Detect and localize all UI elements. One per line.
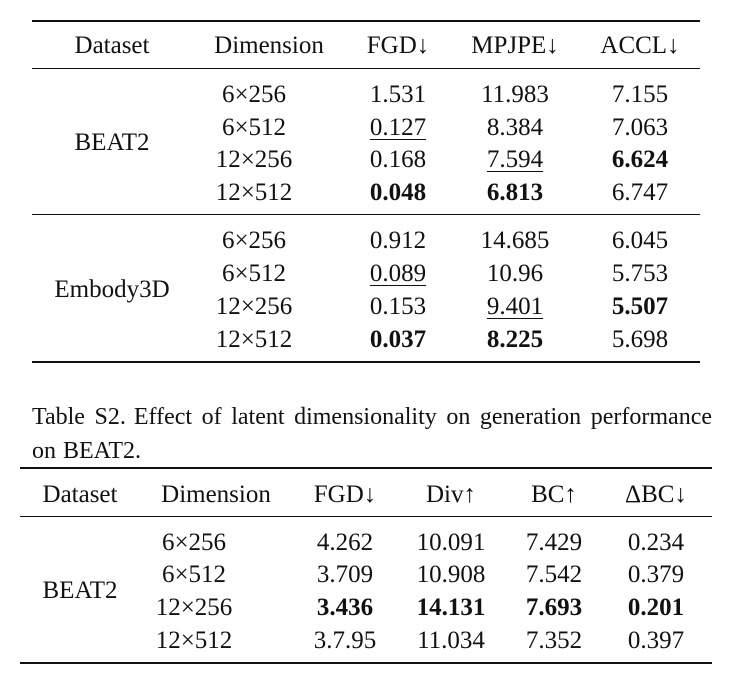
header-mpjpe: MPJPE↓ — [471, 32, 559, 59]
dataset-label: BEAT2 — [74, 129, 150, 156]
accl-cell: 6.747 — [611, 179, 669, 206]
div-cell: 10.091 — [416, 529, 486, 556]
header-dimension: Dimension — [161, 481, 271, 508]
fgd-cell: 3.709 — [316, 561, 374, 588]
caption-text: Effect of latent dimensionality on gener… — [32, 404, 712, 464]
mpjpe-cell: 14.685 — [480, 227, 550, 254]
accl-cell: 5.753 — [611, 260, 669, 287]
fgd-cell: 0.153 — [369, 293, 427, 320]
fgd-cell: 0.912 — [369, 227, 427, 254]
dimension-cell: 12×512 — [155, 627, 233, 654]
fgd-cell: 0.168 — [369, 146, 427, 173]
dataset-label: Embody3D — [54, 276, 170, 303]
fgd-cell-best: 0.048 — [369, 179, 427, 206]
accl-cell: 7.063 — [611, 114, 669, 141]
header-bc: BC↑ — [531, 481, 577, 508]
header-dataset: Dataset — [74, 32, 150, 59]
mpjpe-cell-second-best: 7.594 — [486, 146, 544, 173]
accl-cell-best: 5.507 — [611, 293, 669, 320]
delta-bc-cell: 0.397 — [627, 627, 685, 654]
dimension-cell: 12×512 — [215, 179, 293, 206]
mpjpe-cell-best: 8.225 — [486, 326, 544, 353]
top-rule — [32, 20, 700, 22]
header-fgd: FGD↓ — [366, 32, 430, 59]
fgd-cell-second-best: 0.127 — [369, 114, 427, 141]
bottom-rule — [32, 361, 700, 363]
delta-bc-cell-best: 0.201 — [627, 594, 685, 621]
div-cell: 10.908 — [416, 561, 486, 588]
caption-label: Table S2. — [32, 404, 126, 430]
mpjpe-cell: 11.983 — [481, 81, 549, 108]
dataset-label: BEAT2 — [42, 577, 118, 604]
fgd-cell: 3.7.95 — [313, 627, 377, 654]
header-fgd: FGD↓ — [313, 481, 377, 508]
mpjpe-cell: 8.384 — [486, 114, 544, 141]
div-cell: 11.034 — [417, 627, 485, 654]
header-dataset: Dataset — [42, 481, 118, 508]
bc-cell: 7.352 — [525, 627, 583, 654]
table-caption: Table S2. Effect of latent dimensionality… — [32, 400, 712, 468]
bottom-rule — [20, 662, 712, 664]
mpjpe-cell-second-best: 9.401 — [486, 293, 544, 320]
header-div: Div↑ — [426, 481, 476, 508]
fgd-cell: 1.531 — [369, 81, 427, 108]
delta-bc-cell: 0.234 — [627, 529, 685, 556]
div-cell-best: 14.131 — [416, 594, 486, 621]
dimension-cell: 6×512 — [221, 260, 287, 287]
group-rule — [32, 214, 700, 215]
fgd-cell-best: 0.037 — [369, 326, 427, 353]
mpjpe-cell: 10.96 — [486, 260, 544, 287]
dimension-cell: 12×256 — [155, 594, 233, 621]
dimension-cell: 6×512 — [161, 561, 227, 588]
dimension-cell: 6×256 — [221, 81, 287, 108]
fgd-cell-best: 3.436 — [316, 594, 374, 621]
accl-cell: 7.155 — [611, 81, 669, 108]
dimension-cell: 12×256 — [215, 293, 293, 320]
accl-cell-best: 6.624 — [611, 146, 669, 173]
bc-cell: 7.429 — [525, 529, 583, 556]
header-delta-bc: ΔBC↓ — [625, 481, 687, 508]
dimension-cell: 12×512 — [215, 326, 293, 353]
header-dimension: Dimension — [214, 32, 324, 59]
dimension-cell: 6×256 — [221, 227, 287, 254]
bc-cell: 7.542 — [525, 561, 583, 588]
header-accl: ACCL↓ — [600, 32, 680, 59]
dimension-cell: 6×256 — [161, 529, 227, 556]
top-rule — [20, 467, 712, 469]
fgd-cell: 4.262 — [316, 529, 374, 556]
dimension-cell: 6×512 — [221, 114, 287, 141]
accl-cell: 6.045 — [611, 227, 669, 254]
accl-cell: 5.698 — [611, 326, 669, 353]
bc-cell-best: 7.693 — [525, 594, 583, 621]
mpjpe-cell-best: 6.813 — [486, 179, 544, 206]
header-rule — [32, 68, 700, 69]
delta-bc-cell: 0.379 — [627, 561, 685, 588]
fgd-cell-second-best: 0.089 — [369, 260, 427, 287]
dimension-cell: 12×256 — [215, 146, 293, 173]
header-rule — [20, 516, 712, 517]
